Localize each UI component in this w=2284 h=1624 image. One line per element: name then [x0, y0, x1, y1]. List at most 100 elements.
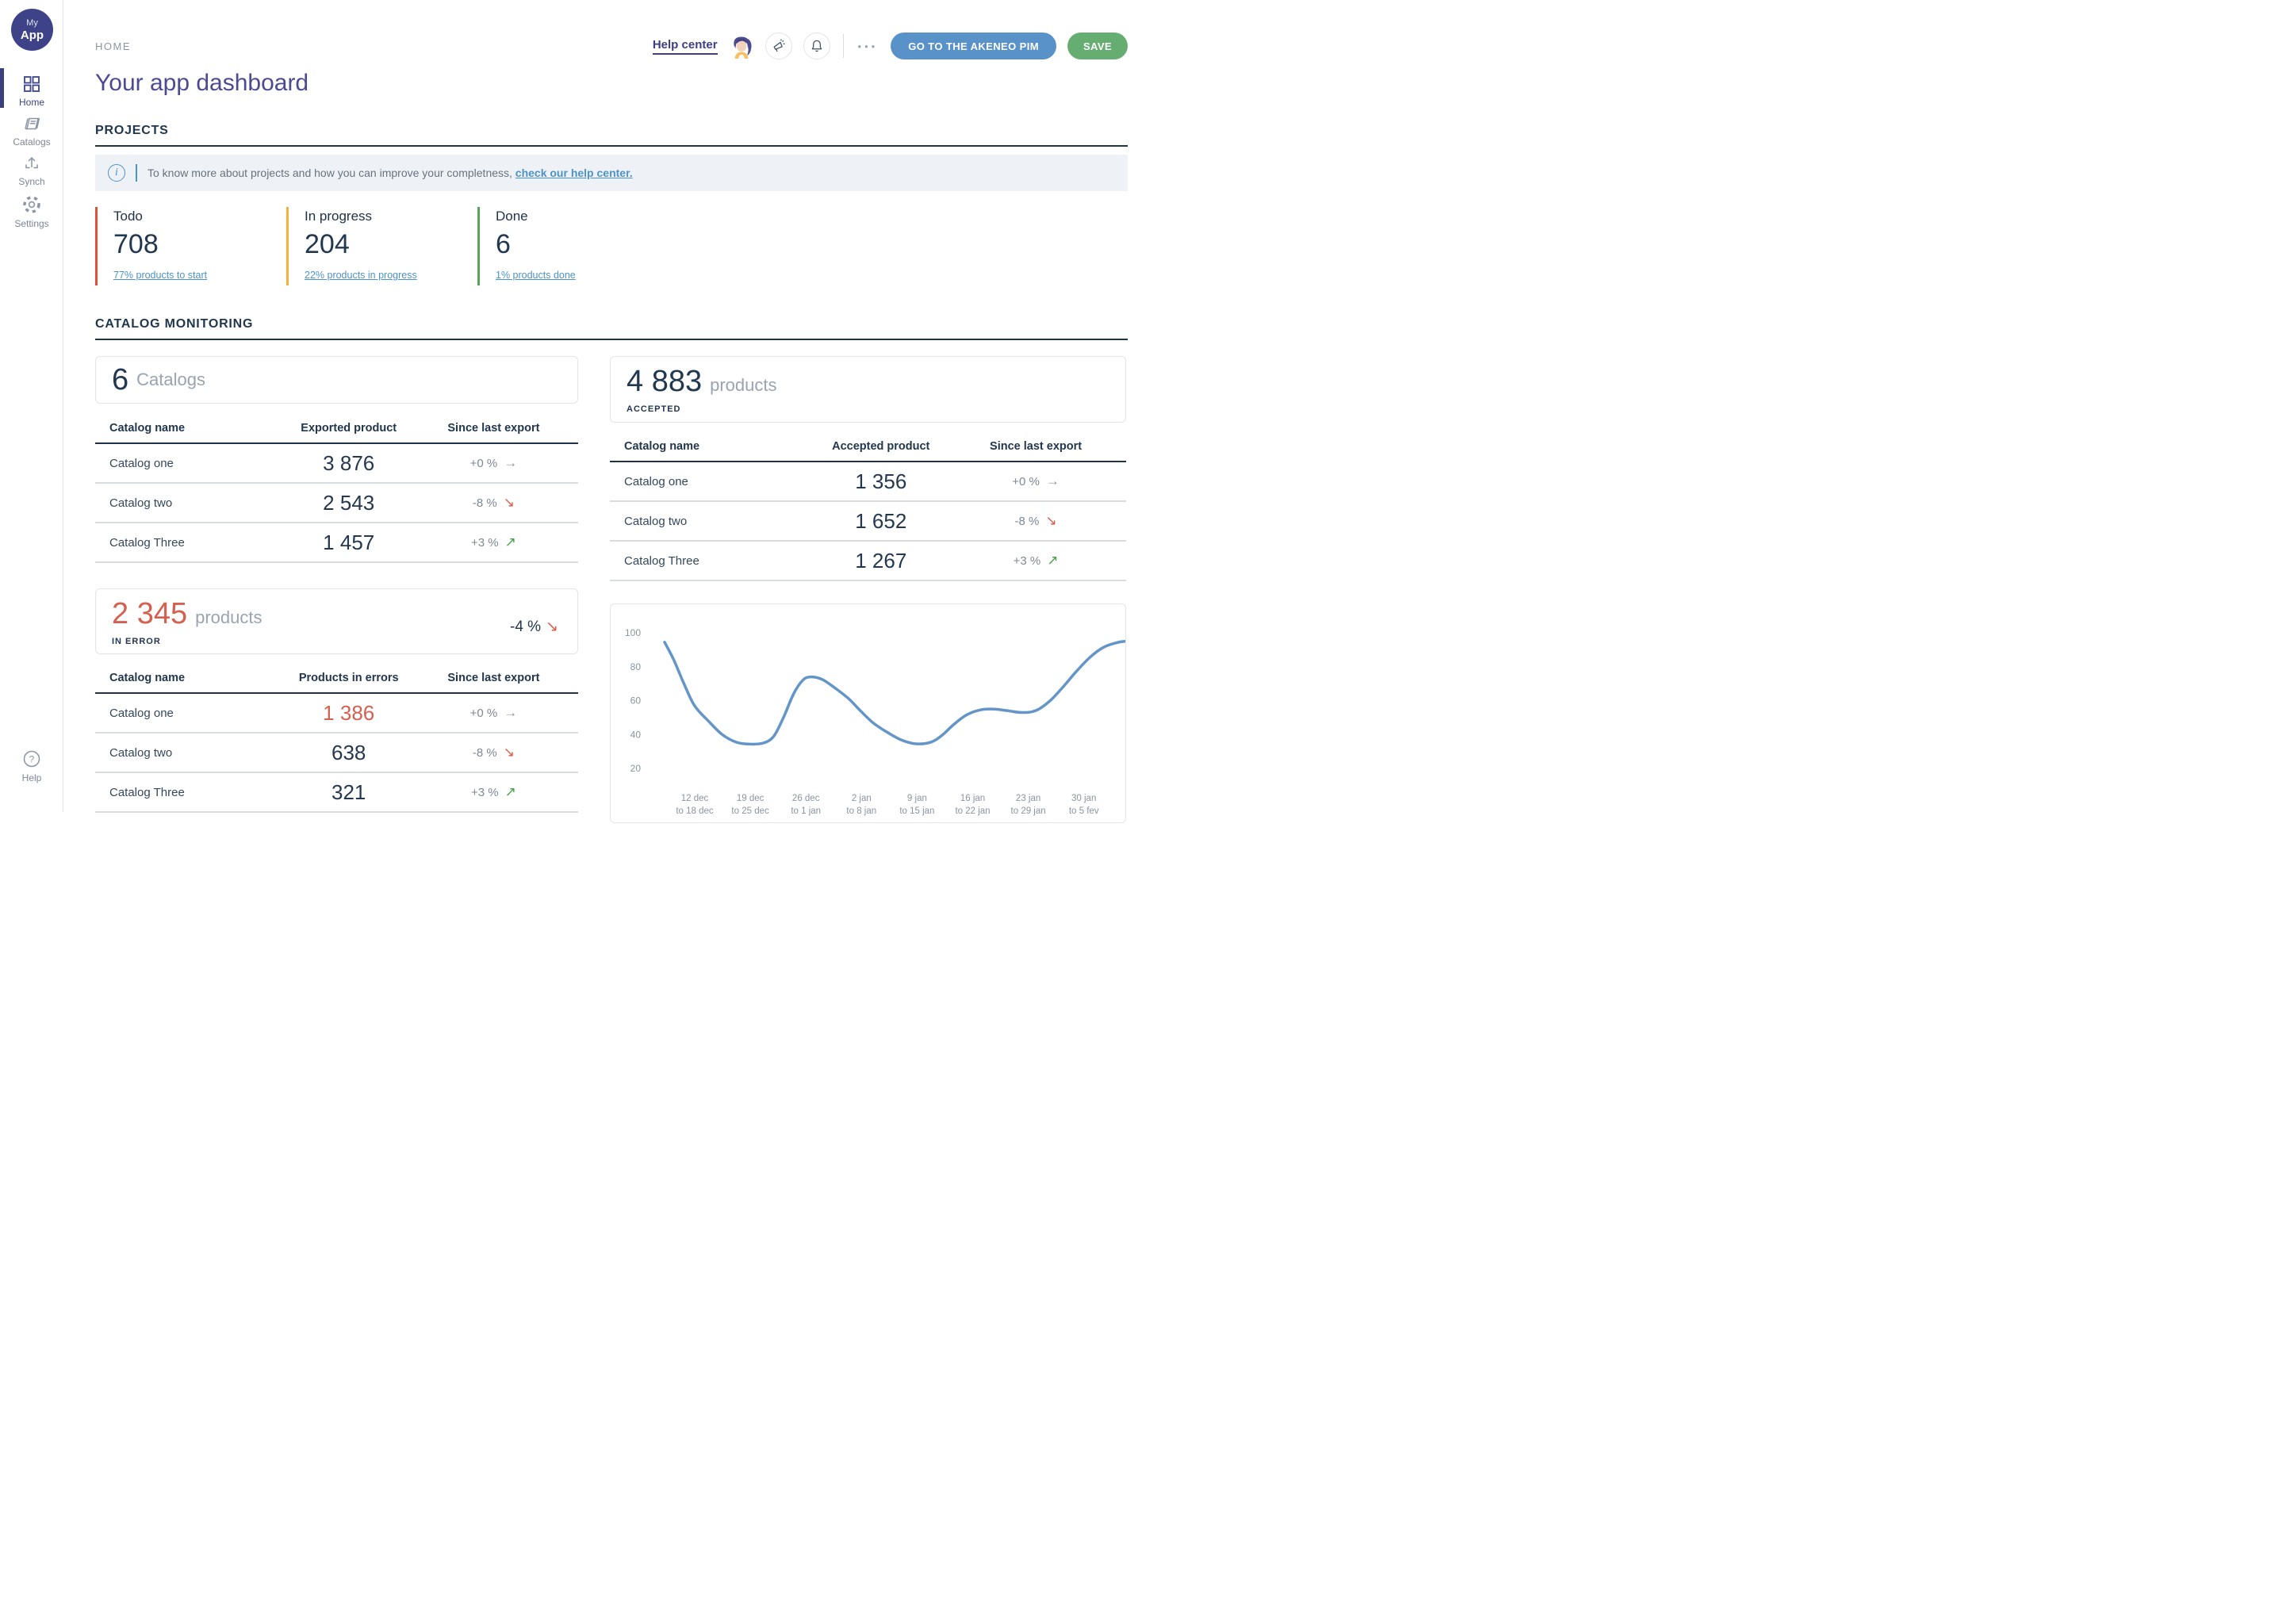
projects-heading: PROJECTS — [95, 124, 1128, 147]
change-percent: +3 % — [470, 536, 499, 550]
catalog-value: 1 386 — [323, 700, 375, 725]
trend-flat-icon: → — [504, 455, 518, 470]
error-change: -4 % ↘ — [510, 618, 558, 636]
catalog-name: Catalog one — [109, 706, 174, 720]
notifications-button[interactable] — [803, 33, 830, 59]
x-axis-tick: 30 jan — [1071, 794, 1096, 803]
table-row: Catalog two 638 -8 % ↘ — [95, 733, 578, 773]
table-header: Catalog name Accepted product Since last… — [610, 440, 1126, 462]
catalog-value: 1 652 — [855, 508, 907, 533]
sidebar-item-help[interactable]: ? Help — [0, 749, 63, 783]
error-change-value: -4 % — [510, 619, 542, 635]
trend-down-icon: ↘ — [503, 745, 515, 760]
main-content: HOME Help center — [63, 0, 1142, 823]
catalog-change: +0 % → — [409, 705, 578, 721]
stat-label: In progress — [305, 209, 373, 224]
column-header: Since last export — [990, 440, 1083, 453]
change-percent: +3 % — [470, 786, 499, 799]
help-center-link[interactable]: Help center — [652, 38, 718, 55]
announcements-button[interactable] — [765, 33, 792, 59]
sidebar-label-help: Help — [21, 772, 42, 783]
help-icon: ? — [23, 750, 40, 768]
trend-line — [663, 639, 1125, 746]
error-count: 2 345 — [112, 596, 188, 630]
catalog-monitoring-heading: CATALOG MONITORING — [95, 317, 1128, 340]
user-avatar[interactable] — [729, 33, 754, 59]
help-center-banner-link[interactable]: check our help center. — [515, 167, 633, 179]
table-header: Catalog name Exported product Since last… — [95, 422, 578, 444]
accepted-count-label: products — [710, 375, 777, 395]
catalog-value: 2 543 — [323, 490, 375, 515]
table-row: Catalog Three 1 267 +3 % ↗ — [610, 542, 1126, 581]
project-stats: Todo 708 77% products to start In progre… — [95, 207, 1128, 285]
stat-in-progress: In progress 204 22% products in progress — [286, 207, 477, 285]
stat-link-in-progress[interactable]: 22% products in progress — [305, 270, 417, 281]
change-percent: +0 % — [1012, 475, 1040, 488]
catalog-change: +0 % → — [945, 473, 1126, 489]
exported-products-table: Catalog name Exported product Since last… — [95, 422, 578, 563]
trend-up-icon: ↗ — [504, 784, 516, 799]
sidebar-item-synch[interactable]: Synch — [0, 154, 63, 187]
catalog-name: Catalog Three — [109, 785, 185, 799]
change-percent: -8 % — [472, 496, 497, 510]
sidebar-item-catalogs[interactable]: Catalogs — [0, 114, 63, 147]
column-header: Exported product — [301, 422, 397, 435]
sidebar-item-settings[interactable]: Settings — [0, 194, 63, 229]
change-percent: +3 % — [1013, 554, 1041, 568]
accepted-products-table: Catalog name Accepted product Since last… — [610, 440, 1126, 581]
stat-todo: Todo 708 77% products to start — [95, 207, 286, 285]
x-axis-tick: 23 jan — [1016, 794, 1040, 803]
table-header: Catalog name Products in errors Since la… — [95, 672, 578, 694]
catalog-name: Catalog Three — [624, 553, 699, 568]
logo-text-bottom: App — [20, 28, 44, 42]
app-logo[interactable]: My App — [11, 9, 53, 51]
catalog-name: Catalog two — [109, 496, 173, 510]
trend-up-icon: ↗ — [504, 534, 516, 550]
catalog-change: +3 % ↗ — [409, 534, 578, 550]
column-header: Catalog name — [624, 440, 700, 453]
trend-down-icon: ↘ — [503, 495, 515, 510]
stat-link-done[interactable]: 1% products done — [496, 270, 576, 281]
book-icon — [25, 117, 40, 130]
catalog-value: 1 267 — [855, 548, 907, 573]
x-axis-tick: to 25 dec — [731, 806, 769, 816]
top-bar: HOME Help center — [95, 32, 1128, 60]
column-header: Since last export — [447, 672, 540, 684]
info-icon: i — [108, 164, 125, 182]
logo-text-top: My — [26, 17, 38, 28]
go-to-pim-button[interactable]: GO TO THE AKENEO PIM — [891, 33, 1056, 59]
table-row: Catalog one 3 876 +0 % → — [95, 444, 578, 484]
catalog-value: 1 356 — [855, 469, 907, 493]
save-button[interactable]: SAVE — [1067, 33, 1128, 59]
right-column: 4 883 products ACCEPTED Catalog name Acc… — [610, 356, 1126, 823]
catalog-value: 638 — [331, 740, 366, 764]
catalog-name: Catalog Three — [109, 535, 185, 550]
svg-text:?: ? — [29, 754, 35, 765]
left-column: 6 Catalogs Catalog name Exported product… — [95, 356, 578, 813]
column-header: Catalog name — [109, 672, 186, 684]
stat-link-todo[interactable]: 77% products to start — [113, 270, 208, 281]
table-row: Catalog one 1 356 +0 % → — [610, 462, 1126, 502]
gear-icon — [23, 196, 40, 213]
stat-label: Todo — [113, 209, 143, 224]
bell-icon — [811, 40, 822, 52]
x-axis-tick: 26 dec — [792, 794, 820, 803]
overflow-menu-button[interactable]: ••• — [857, 40, 879, 52]
y-axis-tick: 40 — [630, 729, 642, 740]
x-axis-tick: 9 jan — [907, 794, 927, 803]
catalog-name: Catalog one — [624, 474, 688, 488]
x-axis-tick: to 5 fev — [1069, 806, 1099, 816]
y-axis-tick: 20 — [630, 763, 642, 774]
header-actions: Help center — [652, 33, 1128, 59]
banner-message: To know more about projects and how you … — [148, 167, 512, 179]
catalog-change: -8 % ↘ — [945, 513, 1126, 529]
catalogs-count-label: Catalogs — [136, 370, 205, 389]
page-title: Your app dashboard — [95, 70, 309, 96]
column-header: Since last export — [447, 422, 540, 435]
table-row: Catalog one 1 386 +0 % → — [95, 694, 578, 733]
stat-value: 204 — [305, 229, 350, 259]
x-axis-tick: to 8 jan — [846, 806, 876, 816]
sidebar-item-home[interactable]: Home — [0, 75, 63, 108]
y-axis-tick: 80 — [630, 661, 642, 672]
megaphone-icon — [773, 39, 785, 52]
